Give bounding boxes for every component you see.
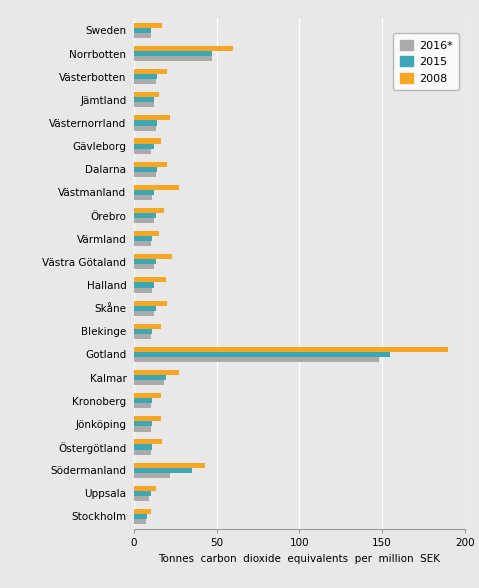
Bar xyxy=(134,102,154,108)
Bar xyxy=(134,514,148,519)
Bar xyxy=(134,467,192,473)
Bar xyxy=(134,125,156,131)
Bar xyxy=(134,92,159,97)
Bar xyxy=(134,375,166,380)
Bar xyxy=(134,416,160,422)
Bar xyxy=(134,486,156,491)
Bar xyxy=(134,352,390,357)
Bar xyxy=(134,195,152,200)
Bar xyxy=(134,56,212,61)
Bar xyxy=(134,300,167,306)
Bar xyxy=(134,69,167,74)
Bar xyxy=(134,282,154,288)
Bar xyxy=(134,347,448,352)
Bar xyxy=(134,185,179,190)
Bar xyxy=(134,121,157,125)
Bar xyxy=(134,463,205,467)
Bar xyxy=(134,310,154,316)
Bar xyxy=(134,334,150,339)
Bar xyxy=(134,28,150,33)
Bar xyxy=(134,393,160,398)
Bar xyxy=(134,33,150,38)
Bar xyxy=(134,496,149,501)
Bar xyxy=(134,329,152,334)
Bar xyxy=(134,46,233,51)
Bar xyxy=(134,231,159,236)
Bar xyxy=(134,288,152,293)
Bar xyxy=(134,23,162,28)
Bar xyxy=(134,115,171,121)
Bar xyxy=(134,403,150,409)
Bar xyxy=(134,473,171,478)
Bar xyxy=(134,370,179,375)
Bar xyxy=(134,190,154,195)
Legend: 2016*, 2015, 2008: 2016*, 2015, 2008 xyxy=(393,34,459,90)
Bar xyxy=(134,138,160,143)
Bar xyxy=(134,167,157,172)
Bar xyxy=(134,422,152,426)
Bar xyxy=(134,450,150,455)
Bar xyxy=(134,439,162,445)
Bar xyxy=(134,323,160,329)
Bar xyxy=(134,97,154,102)
Bar xyxy=(134,143,154,149)
Bar xyxy=(134,241,150,246)
Bar xyxy=(134,259,156,265)
Bar xyxy=(134,509,150,514)
Bar xyxy=(134,491,150,496)
Bar xyxy=(134,213,156,218)
Bar xyxy=(134,79,156,84)
Bar xyxy=(134,426,150,432)
Bar xyxy=(134,357,379,362)
Bar xyxy=(134,445,152,450)
Bar xyxy=(134,218,154,223)
Bar xyxy=(134,265,154,269)
Bar xyxy=(134,236,152,241)
Bar xyxy=(134,398,152,403)
Bar xyxy=(134,278,166,282)
Bar xyxy=(134,51,212,56)
Bar xyxy=(134,208,164,213)
Bar xyxy=(134,380,164,385)
Bar xyxy=(134,254,172,259)
X-axis label: Tonnes  carbon  dioxide  equivalents  per  million  SEK: Tonnes carbon dioxide equivalents per mi… xyxy=(159,554,440,564)
Bar xyxy=(134,306,156,310)
Bar xyxy=(134,172,156,177)
Bar xyxy=(134,162,167,167)
Bar xyxy=(134,519,146,524)
Bar xyxy=(134,74,157,79)
Bar xyxy=(134,149,150,153)
